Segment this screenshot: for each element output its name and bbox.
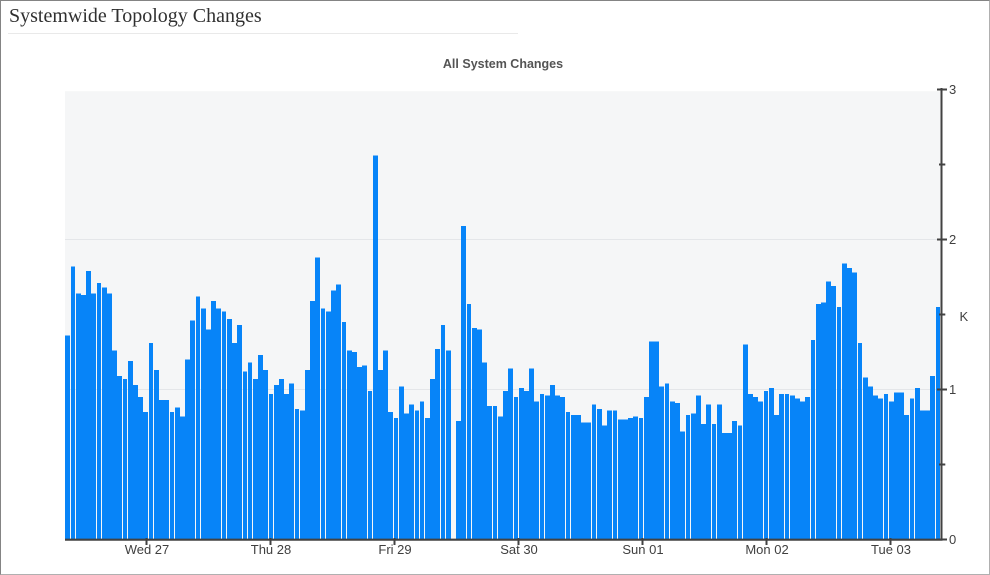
svg-text:Sun 01: Sun 01	[622, 542, 663, 557]
svg-text:Fri 29: Fri 29	[378, 542, 411, 557]
svg-text:Tue 03: Tue 03	[871, 542, 911, 557]
svg-text:2: 2	[949, 232, 956, 247]
svg-text:3: 3	[949, 82, 956, 97]
svg-text:0: 0	[949, 532, 956, 547]
svg-text:Mon 02: Mon 02	[745, 542, 788, 557]
svg-text:Sat 30: Sat 30	[500, 542, 538, 557]
svg-text:K: K	[960, 309, 969, 324]
svg-text:Thu 28: Thu 28	[251, 542, 291, 557]
svg-text:1: 1	[949, 382, 956, 397]
svg-text:Wed 27: Wed 27	[125, 542, 170, 557]
